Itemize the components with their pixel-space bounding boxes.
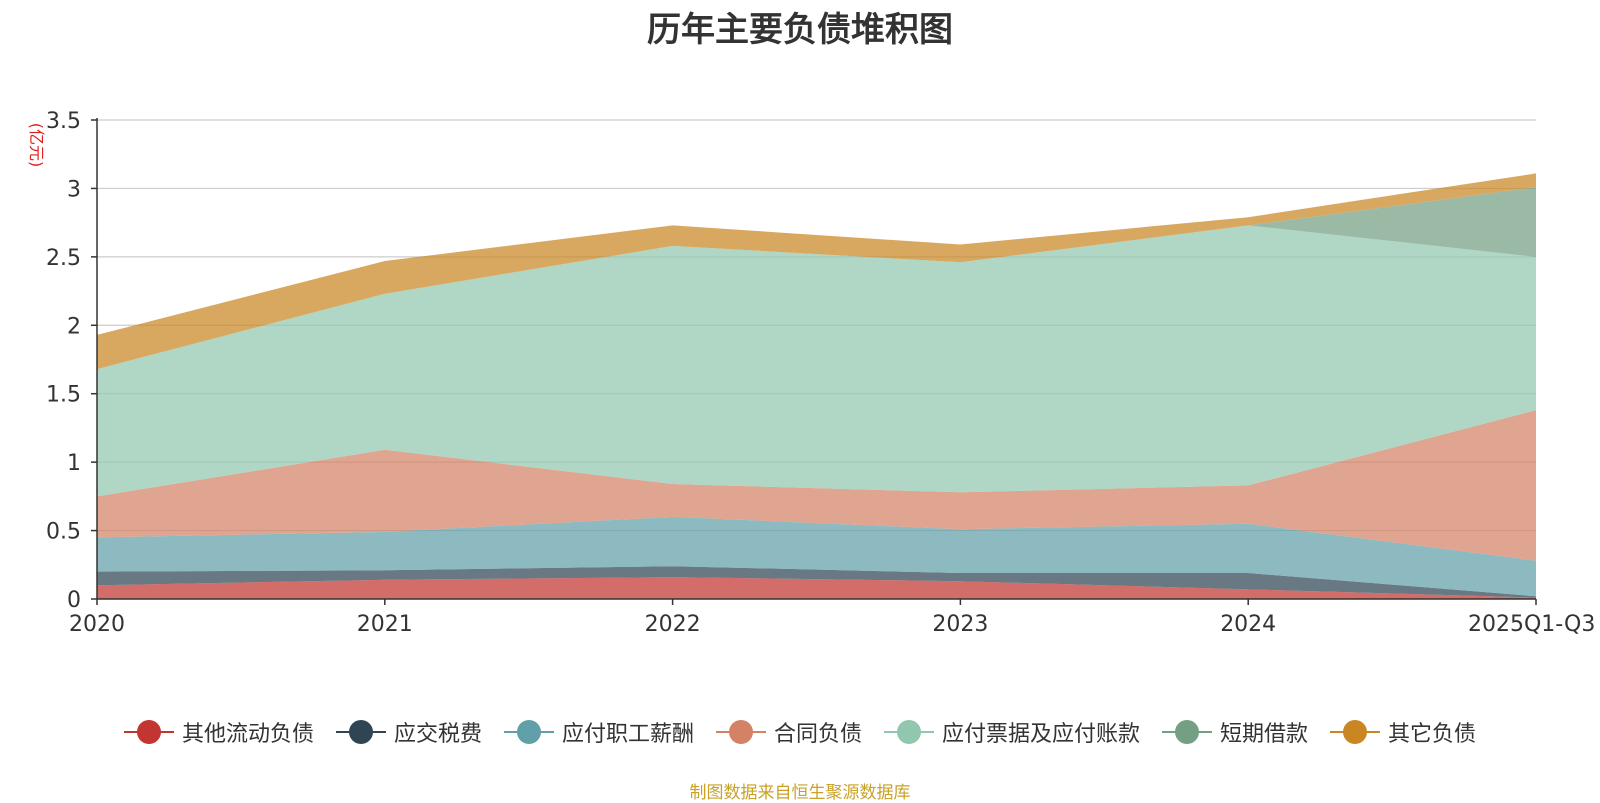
legend-item[interactable]: 其他流动负债 xyxy=(123,716,314,748)
y-tick-label: 3.5 xyxy=(46,109,81,134)
y-tick-label: 3 xyxy=(67,177,81,202)
legend: 其他流动负债 应交税费 应付职工薪酬 合同负债 应付票据及应付账款 短期借款 其它负债 xyxy=(0,716,1600,748)
legend-label: 短期借款 xyxy=(1220,722,1309,747)
legend-item[interactable]: 应交税费 xyxy=(335,716,482,748)
area-series-应交税费[interactable] xyxy=(97,566,1536,598)
legend-item[interactable]: 其它负债 xyxy=(1330,716,1476,748)
x-tick-label: 2024 xyxy=(1220,612,1276,637)
axes xyxy=(96,118,1536,600)
legend-item[interactable]: 应付票据及应付账款 xyxy=(884,716,1140,748)
area-series-其他流动负债[interactable] xyxy=(97,577,1536,599)
source-note: 制图数据来自恒生聚源数据库 xyxy=(689,783,911,803)
area-series-应付票据及应付账款[interactable] xyxy=(97,225,1536,497)
legend-marker-icon xyxy=(503,720,554,744)
y-tick-label: 1.5 xyxy=(46,383,81,408)
legend-label: 应交税费 xyxy=(393,722,482,747)
legend-marker-icon xyxy=(123,720,174,744)
y-tick-label: 1 xyxy=(67,451,81,476)
area-series-合同负债[interactable] xyxy=(97,410,1536,561)
legend-label: 应付票据及应付账款 xyxy=(942,722,1141,747)
x-tick-label: 2020 xyxy=(69,612,125,637)
x-tick-label: 2022 xyxy=(645,612,701,637)
legend-item[interactable]: 应付职工薪酬 xyxy=(503,716,694,748)
y-tick-label: 0 xyxy=(67,588,81,613)
tick-labels: 0 0.5 1 1.5 2 2.5 3 3.5 2020 2021 2022 2023 2024 2025… xyxy=(46,109,1595,637)
y-tick-label: 2.5 xyxy=(46,246,81,271)
legend-item[interactable]: 短期借款 xyxy=(1162,716,1308,748)
legend-label: 其它负债 xyxy=(1388,722,1477,747)
legend-marker-icon xyxy=(1162,720,1213,744)
legend-marker-icon xyxy=(884,720,934,744)
chart-title: 历年主要负债堆积图 xyxy=(647,10,953,50)
y-tick-label: 2 xyxy=(67,314,81,339)
legend-marker-icon xyxy=(335,720,386,744)
legend-marker-icon xyxy=(1330,720,1381,744)
y-tick-label: 0.5 xyxy=(46,520,81,545)
area-series-其它负债[interactable] xyxy=(97,173,1536,370)
area-series-应付职工薪酬[interactable] xyxy=(97,516,1536,597)
legend-label: 其他流动负债 xyxy=(181,722,314,747)
area-series xyxy=(97,173,1536,599)
y-axis-unit-label: (亿元) xyxy=(27,123,46,168)
legend-marker-icon xyxy=(715,720,766,744)
legend-item[interactable]: 合同负债 xyxy=(715,716,862,748)
legend-label: 应付职工薪酬 xyxy=(561,722,694,747)
legend-label: 合同负债 xyxy=(773,722,862,747)
x-tick-label: 2023 xyxy=(932,612,988,637)
x-tick-label: 2021 xyxy=(357,612,413,637)
x-tick-label: 2025Q1-Q3 xyxy=(1468,612,1595,637)
